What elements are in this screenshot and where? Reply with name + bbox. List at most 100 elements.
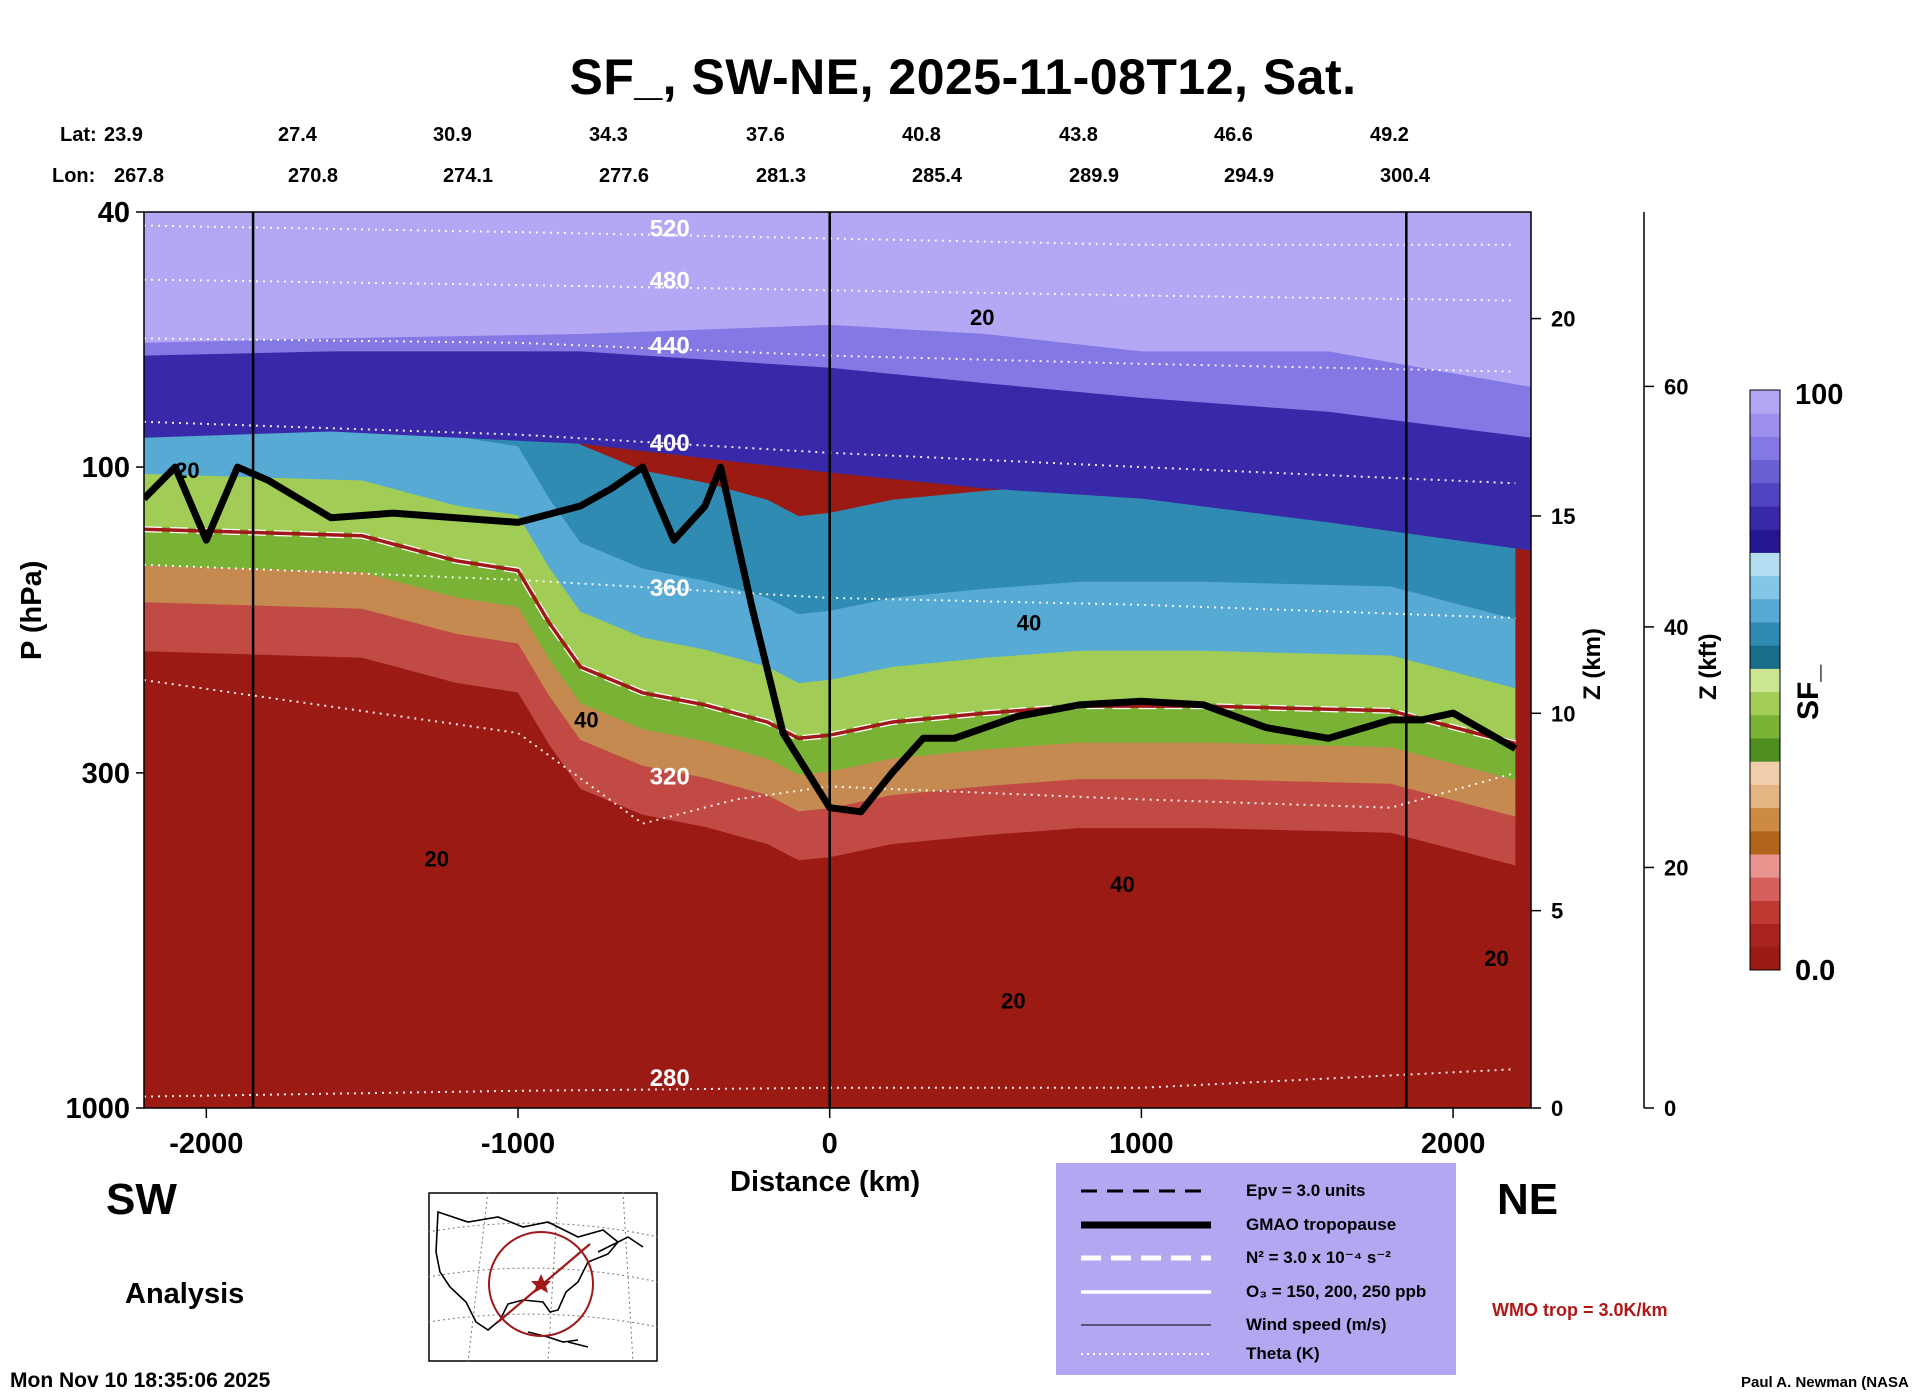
theta-label-280: 280 [650,1065,690,1092]
y-tick-label-0: 40 [98,197,130,229]
colorbar-segment-19 [1750,506,1780,530]
theta-label-480: 480 [650,267,690,294]
lon-value: 294.9 [1224,165,1275,187]
lon-row-label: Lon: [52,165,96,187]
colorbar-segment-5 [1750,830,1780,855]
z-km-tick-label-2: 10 [1551,701,1575,726]
field-band-brown [144,560,1516,817]
x-tick-label-1: -1000 [481,1128,555,1160]
theta-label-360: 360 [650,575,690,602]
lon-value: 277.6 [599,165,650,187]
legend-o3: O₃ = 150, 200, 250 ppb [1081,1282,1427,1301]
lon-value: 281.3 [756,165,807,187]
legend-epv: Epv = 3.0 units [1081,1181,1366,1200]
lat-value: 27.4 [278,124,317,146]
colorbar-segment-0 [1750,946,1780,971]
colorbar-segment-15 [1750,598,1780,623]
y-axis-title: P (hPa) [16,560,48,660]
lat-value: 30.9 [433,124,472,146]
x-axis-title: Distance (km) [730,1166,921,1198]
colorbar-frame [1749,389,1781,971]
colorbar-segment-16 [1750,575,1780,600]
colorbar-segment-3 [1750,877,1780,901]
y-tick-label-3: 1000 [65,1093,130,1125]
legend-n2: N² = 3.0 x 10⁻⁴ s⁻² [1081,1248,1391,1267]
colorbar-segment-20 [1750,482,1780,507]
lat-value: 34.3 [589,124,628,146]
colorbar: 100 0.0 [1749,380,1843,987]
colorbar-segment-10 [1750,714,1780,739]
analysis-label: Analysis [125,1278,245,1310]
wind-label-6: 40 [1017,611,1041,636]
plot-area: 520 480 440 400 360 320 280 20 40 20 40 20 20 40 20 [144,212,1531,1108]
lat-value: 40.8 [902,124,941,146]
colorbar-segment-23 [1750,413,1780,437]
x-tick-label-0: -2000 [169,1128,243,1160]
lon-value: 300.4 [1380,165,1431,187]
z-km-tick-label-0: 0 [1551,1096,1563,1121]
inset-map [428,1192,658,1362]
x-tick-label-2: 0 [822,1128,838,1160]
colorbar-segment-7 [1750,784,1780,809]
lat-value: 46.6 [1214,124,1253,146]
lon-value: 270.8 [288,165,339,187]
colorbar-max-label: 100 [1795,380,1843,411]
z-km-axis-title: Z (km) [1579,628,1606,700]
colorbar-segment-11 [1750,691,1780,716]
colorbar-min-label: 0.0 [1795,955,1835,987]
ne-direction-label: NE [1497,1175,1559,1224]
wind-label-2: 20 [425,847,449,872]
y-tick-label-1: 100 [82,452,130,484]
y-tick-label-2: 300 [82,758,130,790]
colorbar-segment-6 [1750,807,1780,832]
theta-label-520: 520 [650,216,690,243]
lon-value: 267.8 [114,165,165,187]
z-kft-tick-label-3: 60 [1664,374,1688,399]
lat-value: 37.6 [746,124,785,146]
colorbar-segment-21 [1750,459,1780,484]
wind-label-3: 40 [1110,872,1134,897]
colorbar-segment-18 [1750,529,1780,553]
wind-label-1: 40 [574,708,598,733]
timestamp: Mon Nov 10 18:35:06 2025 [10,1369,271,1392]
colorbar-segment-24 [1750,390,1780,414]
wind-label-0: 20 [175,458,199,483]
lon-value: 289.9 [1069,165,1120,187]
wind-label-7: 20 [970,305,994,330]
lon-value: 285.4 [912,165,963,187]
theta-label-400: 400 [650,430,690,457]
gmao-tropopause-line [144,463,1518,816]
z-km-tick-label-4: 20 [1551,307,1575,332]
colorbar-segment-4 [1750,854,1780,878]
colorbar-segment-2 [1750,900,1780,925]
field-band-green [144,523,1516,780]
colorbar-segment-17 [1750,552,1780,577]
theta-label-320: 320 [650,763,690,790]
z-kft-tick-label-0: 0 [1664,1096,1676,1121]
legend-tropopause: GMAO tropopause [1081,1215,1397,1234]
legend: Epv = 3.0 units GMAO tropopause N² = 3.0… [1056,1163,1456,1375]
wmo-note: WMO trop = 3.0K/km [1492,1300,1668,1320]
x-tick-label-4: 2000 [1421,1128,1486,1160]
credit: Paul A. Newman (NASA [1741,1374,1909,1391]
colorbar-segment-22 [1750,436,1780,461]
colorbar-segment-13 [1750,645,1780,669]
lon-value: 274.1 [443,165,494,187]
colorbar-segment-12 [1750,668,1780,693]
field-band-pink [144,591,1516,866]
lat-value: 43.8 [1059,124,1098,146]
lat-row-label: Lat: [60,124,97,146]
colorbar-segment-9 [1750,738,1780,762]
lat-value: 49.2 [1370,124,1409,146]
field-band-lightgreen [144,467,1516,741]
chart-title: SF_, SW-NE, 2025-11-08T12, Sat. [569,49,1357,105]
sw-direction-label: SW [106,1175,177,1224]
z-kft-axis-title: Z (kft) [1695,633,1722,700]
field-upper-purple [144,212,1531,387]
wmo-tropopause-line [144,527,1516,746]
theta-label-440: 440 [650,333,690,360]
colorbar-segment-14 [1750,622,1780,646]
z-kft-tick-label-2: 40 [1664,615,1688,640]
colorbar-segment-8 [1750,761,1780,785]
